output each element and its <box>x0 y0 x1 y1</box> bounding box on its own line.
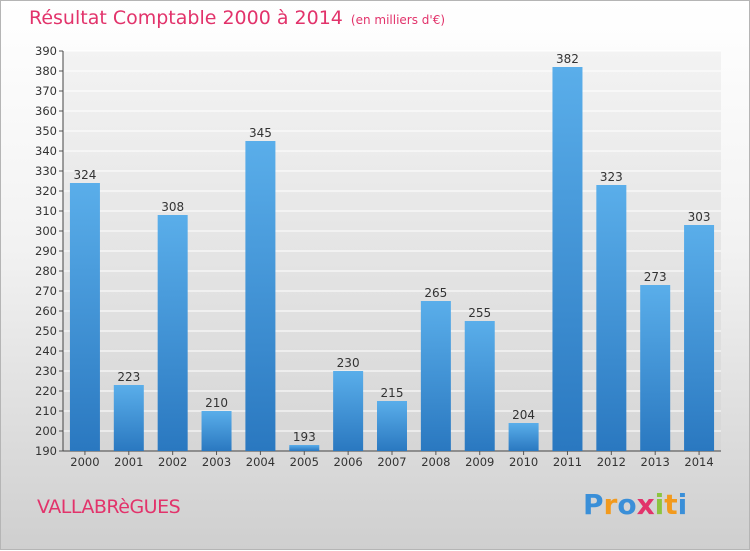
x-tick-label: 2007 <box>377 455 406 469</box>
data-label: 204 <box>512 408 535 422</box>
logo-letter: r <box>603 488 618 521</box>
logo-letter: x <box>636 488 655 521</box>
y-tick-label: 340 <box>35 144 57 158</box>
bar <box>596 185 627 451</box>
bar <box>420 301 451 451</box>
x-tick-label: 2001 <box>114 455 143 469</box>
y-tick-label: 250 <box>35 324 57 338</box>
bar <box>289 445 320 451</box>
x-tick-label: 2002 <box>158 455 187 469</box>
x-tick-label: 2004 <box>246 455 275 469</box>
bar <box>508 423 539 451</box>
logo-letter: i <box>654 488 665 521</box>
data-label: 215 <box>381 386 404 400</box>
y-tick-label: 240 <box>35 344 57 358</box>
bar <box>464 321 495 451</box>
commune-name: VALLABRèGUES <box>37 496 181 518</box>
data-label: 324 <box>73 168 96 182</box>
y-tick-label: 290 <box>35 244 57 258</box>
data-label: 255 <box>468 306 491 320</box>
proxiti-logo: Proxiti <box>583 488 687 521</box>
y-tick-label: 270 <box>35 284 57 298</box>
logo-letter: o <box>617 488 637 521</box>
bar <box>113 385 144 451</box>
data-label: 308 <box>161 200 184 214</box>
data-label: 345 <box>249 126 272 140</box>
y-tick-label: 360 <box>35 104 57 118</box>
y-tick-label: 200 <box>35 424 57 438</box>
x-tick-label: 2012 <box>597 455 626 469</box>
y-tick-label: 350 <box>35 124 57 138</box>
data-label: 223 <box>117 370 140 384</box>
x-tick-label: 2003 <box>202 455 231 469</box>
logo-letter: i <box>677 488 688 521</box>
data-label: 323 <box>600 170 623 184</box>
y-tick-label: 220 <box>35 384 57 398</box>
data-label: 382 <box>556 52 579 66</box>
data-label: 265 <box>424 286 447 300</box>
bar <box>333 371 364 451</box>
x-tick-label: 2011 <box>553 455 582 469</box>
y-tick-label: 210 <box>35 404 57 418</box>
bar <box>245 141 276 451</box>
data-label: 230 <box>337 356 360 370</box>
bar <box>157 215 188 451</box>
logo-letter: t <box>664 488 678 521</box>
y-tick-label: 320 <box>35 184 57 198</box>
y-tick-label: 280 <box>35 264 57 278</box>
y-tick-label: 380 <box>35 64 57 78</box>
x-tick-label: 2010 <box>509 455 538 469</box>
y-tick-label: 370 <box>35 84 57 98</box>
chart-title: Résultat Comptable 2000 à 2014 (en millie… <box>29 7 445 29</box>
x-tick-label: 2006 <box>333 455 362 469</box>
data-label: 193 <box>293 430 316 444</box>
bar <box>684 225 715 451</box>
bar <box>640 285 671 451</box>
bar <box>201 411 232 451</box>
y-tick-label: 230 <box>35 364 57 378</box>
y-tick-label: 260 <box>35 304 57 318</box>
x-tick-label: 2013 <box>641 455 670 469</box>
data-label: 210 <box>205 396 228 410</box>
chart-subtitle: (en milliers d'€) <box>350 13 446 27</box>
bar <box>69 183 100 451</box>
logo-letter: P <box>583 488 604 521</box>
data-label: 303 <box>688 210 711 224</box>
y-tick-label: 390 <box>35 44 57 58</box>
y-tick-label: 310 <box>35 204 57 218</box>
x-tick-label: 2014 <box>684 455 713 469</box>
y-tick-label: 300 <box>35 224 57 238</box>
bar <box>377 401 407 451</box>
title-text: Résultat Comptable 2000 à 2014 <box>29 7 343 29</box>
bar <box>552 67 583 451</box>
x-tick-label: 2008 <box>421 455 450 469</box>
x-tick-label: 2000 <box>70 455 99 469</box>
y-tick-label: 330 <box>35 164 57 178</box>
y-tick-label: 190 <box>35 444 57 458</box>
x-tick-label: 2009 <box>465 455 494 469</box>
x-tick-label: 2005 <box>290 455 319 469</box>
data-label: 273 <box>644 270 667 284</box>
